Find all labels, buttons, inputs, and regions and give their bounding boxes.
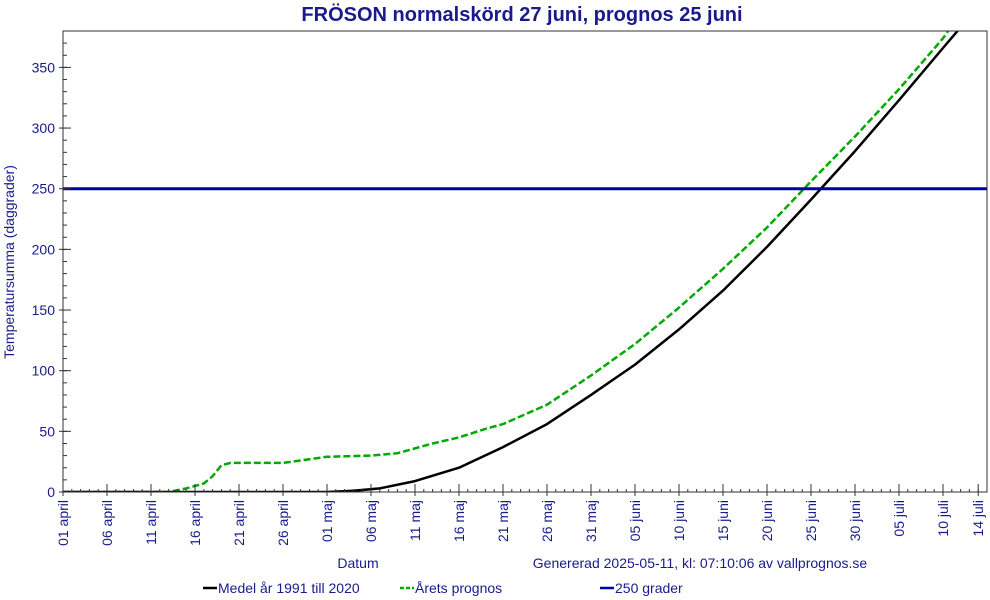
- y-tick-label: 250: [32, 181, 56, 197]
- x-tick-label: 01 maj: [319, 500, 335, 542]
- plot-frame: [62, 30, 988, 493]
- x-tick-label: 14 juli: [970, 500, 986, 537]
- x-tick-label: 15 juni: [715, 500, 731, 541]
- x-tick-label: 21 maj: [495, 500, 511, 542]
- x-tick-label: 01 april: [55, 500, 71, 546]
- x-tick-label: 31 maj: [583, 500, 599, 542]
- series-line-prognos: [63, 31, 950, 492]
- series-line-medel: [63, 31, 960, 492]
- x-tick-label: 16 april: [187, 500, 203, 546]
- x-tick-label: 26 april: [275, 500, 291, 546]
- axes-layer: 0 50 100 150 200 250 300 350 01 april 06 april 11 …: [32, 30, 988, 546]
- x-axis-title: Datum: [337, 555, 378, 571]
- x-tick-label: 06 april: [99, 500, 115, 546]
- legend-item-250-grader: 250 grader: [600, 580, 683, 596]
- x-tick-label: 11 maj: [407, 500, 423, 541]
- y-axis-title: Temperatursumma (daggrader): [1, 165, 17, 359]
- y-tick-label: 200: [32, 241, 56, 257]
- legend-label: 250 grader: [615, 580, 683, 596]
- x-tick-label: 05 juni: [627, 500, 643, 541]
- legend-label: Medel år 1991 till 2020: [218, 580, 360, 596]
- x-tick-label: 05 juli: [891, 500, 907, 537]
- footnote: Genererad 2025-05-11, kl: 07:10:06 av va…: [533, 555, 868, 571]
- series-layer: [63, 31, 987, 492]
- x-tick-label: 10 juli: [935, 500, 951, 537]
- x-tick-label: 30 juni: [847, 500, 863, 541]
- y-tick-label: 0: [47, 484, 55, 500]
- x-tick-label: 21 april: [231, 500, 247, 546]
- x-tick-label: 06 maj: [363, 500, 379, 542]
- y-tick-label: 150: [32, 302, 56, 318]
- legend-label: Årets prognos: [415, 580, 502, 596]
- legend-item-medel: Medel år 1991 till 2020: [203, 580, 360, 596]
- y-tick-label: 50: [39, 423, 55, 439]
- y-tick-label: 300: [32, 120, 56, 136]
- y-tick-label: 100: [32, 363, 56, 379]
- legend-item-prognos: Årets prognos: [400, 580, 502, 596]
- x-tick-label: 20 juni: [759, 500, 775, 541]
- x-tick-label: 11 april: [143, 500, 159, 545]
- legend: Medel år 1991 till 2020 Årets prognos 250 …: [203, 580, 683, 596]
- chart-title: FRÖSON normalskörd 27 juni, prognos 25 j…: [301, 3, 742, 26]
- x-tick-label: 25 juni: [803, 500, 819, 541]
- x-tick-label: 26 maj: [539, 500, 555, 542]
- x-tick-label: 16 maj: [451, 500, 467, 542]
- x-tick-label: 10 juni: [671, 500, 687, 541]
- y-tick-label: 350: [32, 59, 56, 75]
